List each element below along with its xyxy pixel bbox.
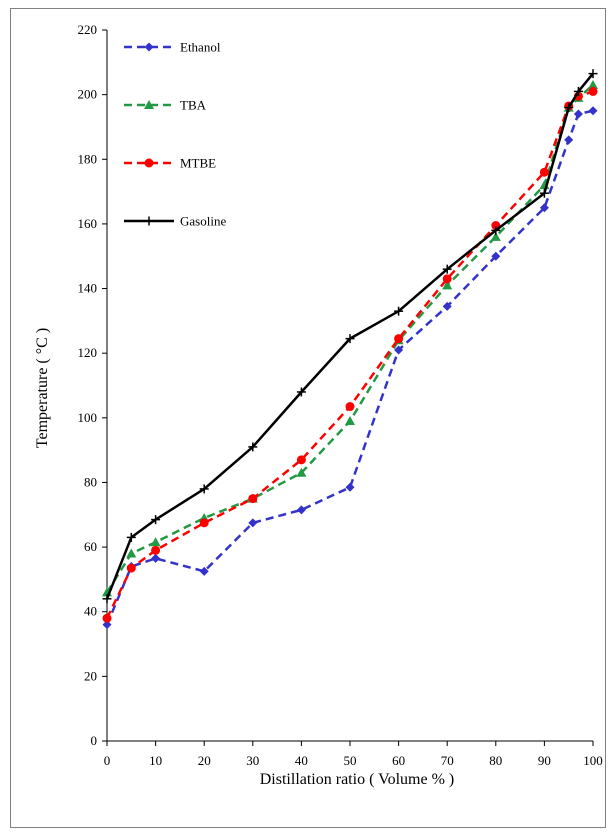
data-point: [102, 620, 112, 630]
y-tick-label: 180: [78, 151, 98, 166]
series-ethanol: [102, 106, 598, 630]
y-tick-label: 0: [91, 733, 98, 748]
axes: 0 20 40 60 80 100 120 140 160 180 200 220 0 10 20 30 40 5…: [78, 22, 603, 768]
data-point: [199, 566, 209, 576]
y-tick-label: 160: [78, 216, 98, 231]
legend-label: TBA: [180, 98, 207, 113]
data-point: [345, 334, 355, 344]
x-tick-label: 20: [198, 753, 211, 768]
data-point: [491, 225, 501, 235]
x-tick-label: 80: [489, 753, 502, 768]
legend-marker: [144, 100, 154, 109]
y-tick-label: 120: [78, 345, 98, 360]
data-point: [345, 416, 355, 426]
x-tick-label: 90: [538, 753, 551, 768]
y-tick-label: 80: [84, 474, 97, 489]
x-tick-label: 10: [149, 753, 162, 768]
series-layer: [102, 69, 598, 630]
data-point: [102, 613, 112, 623]
legend-item-tba: TBA: [124, 98, 207, 113]
legend-marker: [144, 42, 154, 52]
data-point: [199, 518, 209, 528]
y-tick-label: 40: [84, 604, 97, 619]
legend-marker: [144, 216, 154, 226]
y-tick-label: 100: [78, 410, 98, 425]
data-point: [588, 69, 598, 79]
x-tick-label: 60: [392, 753, 405, 768]
legend-item-mtbe: MTBE: [124, 156, 216, 171]
data-point: [588, 106, 598, 116]
x-tick-label: 70: [441, 753, 454, 768]
data-point: [442, 264, 452, 274]
legend-label: Ethanol: [180, 40, 221, 55]
data-point: [588, 86, 598, 96]
series-line-mtbe: [105, 90, 594, 619]
data-point: [442, 280, 453, 290]
x-tick-label: 30: [246, 753, 259, 768]
data-point: [126, 532, 136, 542]
x-tick-label: 50: [344, 753, 357, 768]
data-point: [442, 301, 452, 311]
data-point: [564, 103, 574, 113]
data-point: [126, 563, 136, 573]
data-point: [102, 594, 112, 604]
y-tick-label: 20: [84, 668, 97, 683]
data-point: [151, 545, 161, 555]
y-tick-label: 200: [78, 87, 98, 102]
data-point: [564, 135, 574, 145]
data-point: [151, 553, 161, 563]
y-axis-label: Temperature ( °C ): [34, 328, 51, 448]
data-point: [539, 188, 549, 198]
data-point: [296, 467, 307, 477]
x-tick-label: 0: [104, 753, 111, 768]
data-point: [539, 167, 549, 177]
chart-frame: [10, 8, 606, 828]
data-point: [296, 387, 306, 397]
legend-label: Gasoline: [180, 214, 226, 229]
data-point: [573, 86, 583, 96]
legend: Ethanol TBA MTBE Gasoline: [124, 40, 226, 229]
data-point: [394, 306, 404, 316]
series-gasoline: [102, 69, 598, 604]
data-point: [345, 482, 355, 492]
legend-item-ethanol: Ethanol: [124, 40, 221, 55]
data-point: [296, 505, 306, 515]
data-point: [491, 251, 501, 261]
data-point: [539, 203, 549, 213]
series-line-gasoline: [105, 72, 594, 600]
y-tick-label: 140: [78, 281, 98, 296]
x-axis-label: Distillation ratio ( Volume % ): [260, 771, 455, 788]
data-point: [248, 494, 258, 504]
legend-item-gasoline: Gasoline: [124, 214, 226, 229]
y-tick-label: 60: [84, 539, 97, 554]
data-point: [442, 274, 452, 284]
data-point: [394, 334, 404, 344]
data-point: [345, 402, 355, 412]
x-tick-label: 100: [583, 753, 603, 768]
x-tick-label: 40: [295, 753, 308, 768]
y-tick-label: 220: [78, 22, 98, 37]
data-point: [126, 548, 137, 558]
data-point: [296, 455, 306, 465]
data-point: [150, 537, 161, 547]
data-point: [394, 345, 404, 355]
data-point: [151, 515, 161, 525]
data-point: [490, 231, 501, 241]
legend-label: MTBE: [180, 156, 216, 171]
data-point: [588, 79, 598, 89]
data-point: [248, 518, 258, 528]
data-point: [199, 484, 209, 494]
series-mtbe: [102, 86, 598, 623]
legend-marker: [144, 158, 154, 168]
series-line-ethanol: [105, 109, 594, 626]
data-point: [248, 442, 258, 452]
data-point: [573, 109, 583, 119]
